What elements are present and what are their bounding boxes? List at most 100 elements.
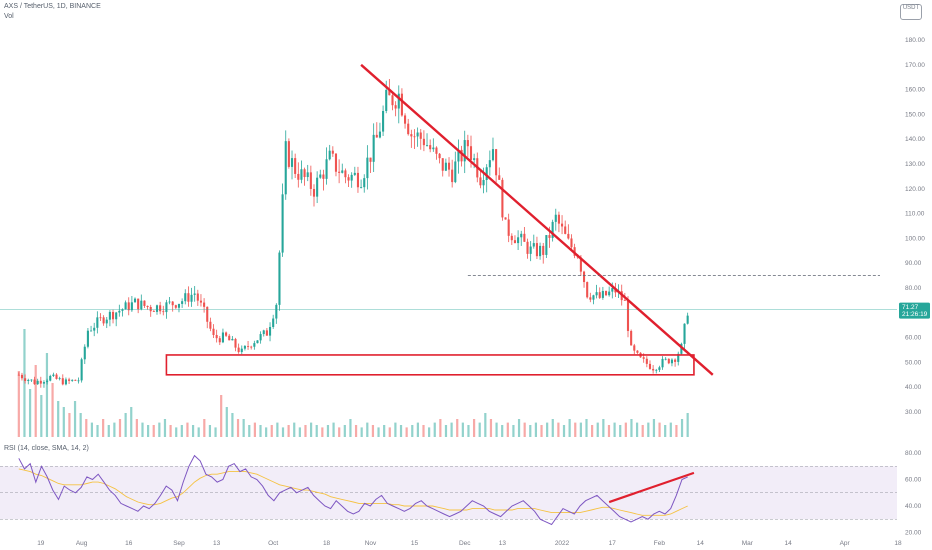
price-tick-label: 110.00 [905, 211, 925, 218]
time-tick-label: 2022 [555, 540, 570, 547]
time-tick-label: Apr [840, 540, 851, 547]
candle-body [683, 323, 686, 344]
candle-body [111, 311, 115, 320]
volume-bar [293, 422, 296, 437]
volume-bar [276, 422, 279, 437]
candle-body [140, 300, 143, 310]
volume-bar [579, 422, 582, 437]
candle-body [218, 338, 221, 343]
candle-body [341, 170, 344, 173]
volume-bar [675, 425, 678, 437]
candle-body [388, 89, 391, 96]
time-tick-label: Feb [654, 540, 666, 547]
volume-bar [484, 413, 487, 437]
candle-body [664, 358, 667, 360]
candle-body [102, 317, 105, 324]
volume-bar [377, 427, 380, 437]
candle-body [557, 214, 560, 224]
candle-body [240, 348, 243, 353]
candle-body [356, 172, 360, 188]
candle-body [231, 338, 234, 341]
volume-bar [96, 425, 99, 437]
volume-bar [461, 422, 464, 437]
candle-body [20, 374, 24, 379]
candle-body [237, 347, 240, 353]
candle-body [130, 302, 133, 311]
candle-body [253, 343, 256, 347]
volume-bar [630, 419, 633, 437]
candle-body [567, 233, 570, 239]
volume-bar [602, 419, 605, 437]
volume-bar [242, 419, 245, 437]
candle-body [350, 174, 353, 181]
candle-body [234, 338, 237, 348]
volume-bar [321, 427, 324, 437]
candle-body [74, 379, 77, 381]
candle-body [316, 177, 319, 197]
volume-bar [495, 422, 498, 437]
candle-body [49, 375, 52, 381]
candle-body [545, 235, 548, 255]
candle-body [68, 379, 71, 381]
candle-body [378, 131, 381, 138]
volume-bar [456, 419, 459, 437]
candle-body [225, 332, 228, 336]
volume-bar [51, 383, 54, 437]
volume-bar [57, 401, 60, 437]
candle-body [510, 235, 513, 241]
logo-text: USDT [902, 5, 920, 11]
candle-body [165, 302, 168, 313]
price-tick-label: 80.00 [905, 285, 922, 292]
candle-body [435, 147, 438, 154]
rsi-axis[interactable]: 80.00 60.00 40.00 20.00 [905, 450, 922, 537]
candle-body [90, 330, 93, 332]
candle-body [86, 330, 89, 347]
volume-bar [208, 425, 212, 437]
candle-body [636, 350, 639, 353]
candle-body [529, 246, 532, 254]
volume-bar [287, 425, 290, 437]
descending-trendline [360, 63, 714, 376]
candle-body [190, 294, 193, 302]
candle-body [331, 150, 334, 154]
candle-body [334, 153, 338, 172]
volume-bar [169, 425, 172, 437]
volume-bars [17, 329, 689, 437]
rsi-legend: RSI (14, close, SMA, 14, 2) [4, 445, 89, 452]
candle-body [539, 245, 542, 257]
volume-bar [394, 422, 397, 437]
volume-bar [439, 419, 442, 437]
volume-bar [225, 407, 228, 437]
volume-bar [411, 425, 414, 437]
candle-body [184, 293, 187, 302]
candle-body [582, 271, 586, 283]
price-tick-label: 160.00 [905, 87, 925, 94]
candle-body [46, 380, 49, 383]
candle-body [155, 305, 159, 312]
volume-bar [624, 422, 627, 437]
candle-body [642, 357, 645, 359]
volume-bar [489, 419, 493, 437]
rsi-tick-label: 80.00 [905, 450, 922, 457]
candle-body [400, 93, 403, 116]
rsi-tick-label: 20.00 [905, 530, 922, 537]
candle-body [275, 304, 278, 319]
currency-logo-icon[interactable]: USDT [900, 4, 922, 20]
time-tick-label: Oct [268, 540, 278, 547]
candle-body [463, 140, 466, 162]
time-axis[interactable]: 19 Aug 16 Sep 13 Oct 18 Nov 15 Dec 13 2022 17 Feb 14 Ma… [37, 540, 902, 547]
volume-bar [68, 413, 71, 437]
time-tick-label: 19 [37, 540, 45, 547]
candle-body [397, 93, 400, 109]
volume-bar [433, 422, 436, 437]
volume-bar [298, 427, 301, 437]
volume-bar [467, 425, 470, 437]
volume-bar [90, 422, 94, 437]
volume-bar [399, 425, 403, 437]
price-axis[interactable]: 180.00 170.00 160.00 150.00 140.00 130.00 120.… [899, 37, 930, 416]
volume-bar [405, 427, 408, 437]
candle-body [608, 291, 611, 296]
candle-body [604, 290, 608, 296]
volume-bar [517, 419, 521, 437]
